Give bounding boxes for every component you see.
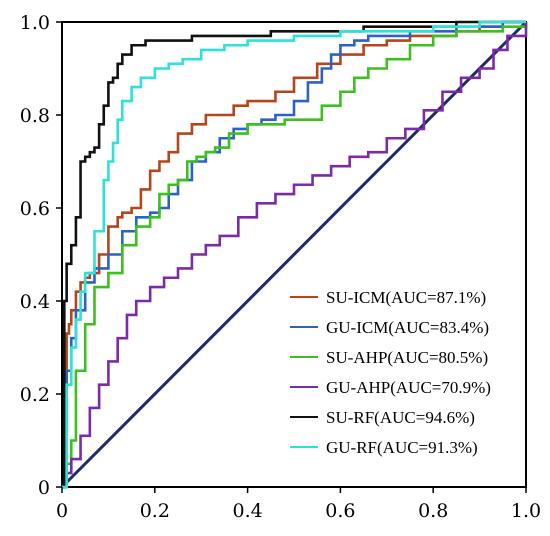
x-tick-label: 0.6 <box>325 500 355 522</box>
legend-label: GU-RF(AUC=91.3%) <box>326 438 478 457</box>
x-axis-ticks: 0 0.2 0.4 0.6 0.8 1.0 <box>56 487 541 522</box>
x-tick-label: 0.4 <box>232 500 262 522</box>
plot-area <box>60 20 528 489</box>
y-tick-label: 1.0 <box>20 12 50 34</box>
series-line-4 <box>62 22 528 489</box>
series-line-1 <box>62 20 526 489</box>
y-tick-label: 0 <box>38 477 50 499</box>
y-axis-ticks: 0 0.2 0.4 0.6 0.8 1.0 <box>20 12 62 499</box>
legend-label: SU-AHP(AUC=80.5%) <box>326 348 488 367</box>
legend-label: SU-ICM(AUC=87.1%) <box>326 288 486 307</box>
y-tick-label: 0.4 <box>20 291 50 313</box>
x-tick-label: 0.2 <box>140 500 170 522</box>
x-tick-label: 0.8 <box>418 500 448 522</box>
series-line-6 <box>62 20 526 489</box>
series-line-5 <box>62 20 526 489</box>
x-tick-label: 1.0 <box>511 500 541 522</box>
series-line-2 <box>62 20 526 489</box>
legend-label: GU-ICM(AUC=83.4%) <box>326 318 489 337</box>
series-lines <box>62 20 528 489</box>
reference-line <box>60 20 528 489</box>
y-tick-label: 0.2 <box>20 384 50 406</box>
y-tick-label: 0.6 <box>20 198 50 220</box>
series-line-3 <box>62 22 528 489</box>
x-tick-label: 0 <box>56 500 68 522</box>
reference-diagonal-line <box>60 20 528 489</box>
legend-label: SU-RF(AUC=94.6%) <box>326 408 475 427</box>
legend: SU-ICM(AUC=87.1%) GU-ICM(AUC=83.4%) SU-AHP… <box>290 288 491 457</box>
legend-label: GU-AHP(AUC=70.9%) <box>326 378 491 397</box>
y-tick-label: 0.8 <box>20 105 50 127</box>
